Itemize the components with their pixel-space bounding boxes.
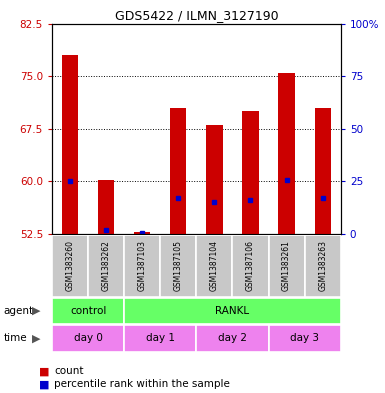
Bar [269,235,305,297]
Bar [278,73,295,234]
Bar [305,235,341,297]
Bar [52,325,124,352]
Text: RANKL: RANKL [215,306,249,316]
Text: time: time [4,333,27,343]
Bar [269,325,341,352]
Bar [124,325,196,352]
Text: GSM1387103: GSM1387103 [138,240,147,291]
Text: GSM1387105: GSM1387105 [174,240,183,291]
Bar [170,108,186,234]
Bar [88,235,124,297]
Bar [196,325,269,352]
Bar [134,232,150,234]
Bar [243,111,259,234]
Text: GSM1387106: GSM1387106 [246,240,255,291]
Text: GSM1383263: GSM1383263 [318,240,327,291]
Text: ■: ■ [38,379,49,389]
Bar [124,235,160,297]
Text: day 3: day 3 [290,333,319,343]
Text: control: control [70,306,106,316]
Text: count: count [54,366,84,376]
Text: GSM1383260: GSM1383260 [65,240,75,291]
Text: GSM1387104: GSM1387104 [210,240,219,291]
Bar [52,235,88,297]
Text: ▶: ▶ [32,333,40,343]
Text: day 0: day 0 [74,333,102,343]
Bar [206,125,223,234]
Text: ■: ■ [38,366,49,376]
Text: GSM1383262: GSM1383262 [102,240,110,291]
Bar [62,55,78,234]
Bar [233,235,269,297]
Text: GSM1383261: GSM1383261 [282,240,291,291]
Bar [124,298,341,324]
Bar [52,298,124,324]
Bar [196,235,233,297]
Bar [315,108,331,234]
Text: agent: agent [4,306,34,316]
Text: day 1: day 1 [146,333,175,343]
Text: ▶: ▶ [32,306,40,316]
Bar [160,235,196,297]
Text: day 2: day 2 [218,333,247,343]
Bar [98,180,114,234]
Title: GDS5422 / ILMN_3127190: GDS5422 / ILMN_3127190 [115,9,278,22]
Text: percentile rank within the sample: percentile rank within the sample [54,379,230,389]
